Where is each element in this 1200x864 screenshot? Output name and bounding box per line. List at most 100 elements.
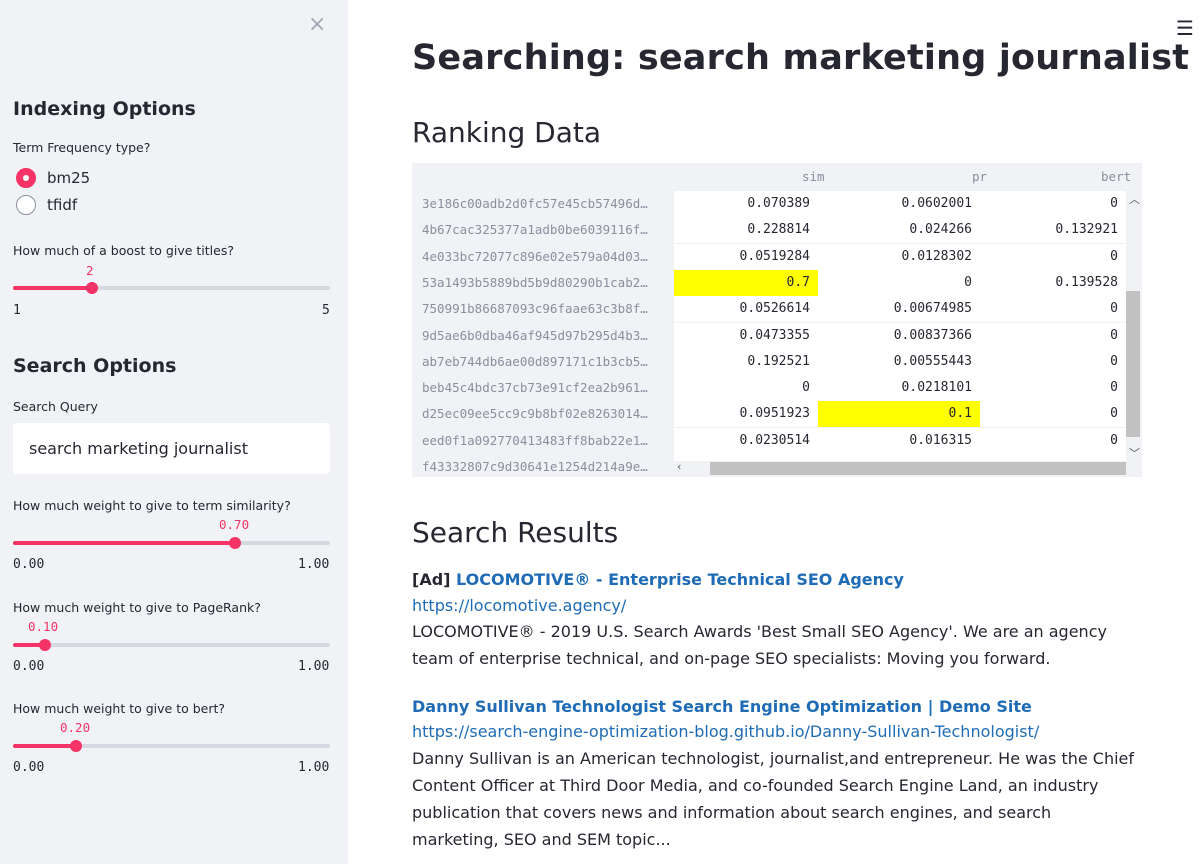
cell-bert[interactable]: 0	[1110, 353, 1118, 369]
sim-slider-fill	[13, 541, 235, 545]
cell-pr[interactable]: 0.1	[818, 401, 980, 428]
cell-sim[interactable]: 0.0526614	[739, 301, 810, 317]
pr-weight-slider[interactable]	[13, 639, 330, 651]
result-title-link[interactable]: Danny Sullivan Technologist Search Engin…	[412, 697, 1032, 716]
result-title[interactable]: [Ad] LOCOMOTIVE® - Enterprise Technical …	[412, 570, 904, 589]
cell-sim[interactable]: 0.7	[674, 269, 818, 296]
row-values: 0.0230514 0.016315 0	[674, 427, 1126, 454]
table-row: 9d5ae6b0dba46af945d97b295d4b3… 0.0473355 0…	[412, 322, 1142, 349]
cell-sim[interactable]: 0.070389	[747, 196, 810, 211]
row-index: eed0f1a092770413483ff8bab22e1…	[422, 432, 648, 448]
row-values: 0.0473355 0.00837366 0	[674, 322, 1126, 349]
bert-min: 0.00	[13, 760, 45, 775]
radio-tfidf[interactable]: tfidf	[16, 195, 77, 215]
close-sidebar-icon[interactable]: ×	[308, 12, 327, 37]
cell-sim[interactable]: 0.0230514	[739, 432, 810, 448]
pr-weight-value: 0.10	[28, 619, 59, 634]
table-row: d25ec09ee5cc9c9b8bf02e8263014… 0.0951923 0…	[412, 401, 1142, 428]
table-row: ab7eb744db6ae00d897171c1b3cb5… 0.192521 0.…	[412, 348, 1142, 375]
result-title-link[interactable]: LOCOMOTIVE® - Enterprise Technical SEO A…	[456, 570, 904, 589]
column-header-pr[interactable]: pr	[972, 169, 988, 184]
table-row: beb45c4bdc37cb73e91cf2ea2b961… 0 0.0218101…	[412, 375, 1142, 402]
scroll-left-icon[interactable]: ‹	[677, 460, 682, 473]
sim-weight-slider[interactable]	[13, 537, 330, 549]
cell-sim[interactable]: 0.192521	[747, 353, 810, 369]
boost-slider[interactable]	[13, 282, 330, 294]
result-url[interactable]: https://search-engine-optimization-blog.…	[412, 722, 1040, 741]
cell-pr[interactable]: 0.00674985	[893, 301, 972, 317]
table-row: 4b67cac325377a1adb0be6039116f… 0.228814 0.…	[412, 217, 1142, 244]
cell-bert[interactable]: 0	[1110, 380, 1118, 396]
cell-pr[interactable]: 0.0128302	[901, 248, 972, 264]
ad-badge: [Ad]	[412, 570, 451, 589]
radio-unselected-icon	[16, 195, 36, 215]
cell-sim[interactable]: 0.0951923	[739, 406, 810, 422]
column-header-bert[interactable]: bert	[1101, 169, 1132, 184]
result-url[interactable]: https://locomotive.agency/	[412, 596, 627, 615]
cell-bert[interactable]: 0	[1110, 301, 1118, 317]
cell-sim[interactable]: 0.0473355	[739, 327, 810, 343]
row-values: 0.228814 0.024266 0.132921	[674, 217, 1126, 244]
row-index: 53a1493b5889bd5b9d80290b1cab2…	[422, 274, 648, 290]
sim-slider-thumb[interactable]	[228, 537, 241, 549]
row-values: 0.192521 0.00555443 0	[674, 348, 1126, 375]
cell-bert[interactable]: 0.139528	[1055, 274, 1118, 290]
pr-weight-label: How much weight to give to PageRank?	[13, 600, 261, 615]
table-row: 53a1493b5889bd5b9d80290b1cab2… 0.7 0 0.1395…	[412, 269, 1142, 296]
cell-bert[interactable]: 0	[1110, 248, 1118, 264]
scroll-up-icon[interactable]: ︿	[1129, 193, 1140, 206]
row-values: 0.0526614 0.00674985 0	[674, 296, 1126, 323]
search-options-heading: Search Options	[13, 355, 177, 377]
indexing-options-heading: Indexing Options	[13, 98, 196, 120]
pr-min: 0.00	[13, 659, 45, 674]
cell-pr[interactable]: 0	[964, 274, 972, 290]
cell-bert[interactable]: 0	[1110, 406, 1118, 422]
cell-sim[interactable]: 0	[802, 380, 810, 396]
ranking-data-heading: Ranking Data	[412, 116, 602, 149]
result-title[interactable]: Danny Sullivan Technologist Search Engin…	[412, 697, 1032, 716]
cell-bert[interactable]: 0	[1110, 327, 1118, 343]
bert-slider-fill	[13, 744, 77, 748]
bert-slider-thumb[interactable]	[70, 740, 83, 752]
cell-sim[interactable]: 0.228814	[747, 222, 810, 238]
row-index: beb45c4bdc37cb73e91cf2ea2b961…	[422, 380, 648, 396]
horizontal-scroll-thumb[interactable]	[710, 462, 1126, 475]
bert-weight-label: How much weight to give to bert?	[13, 701, 226, 716]
radio-bm25[interactable]: bm25	[16, 168, 90, 188]
row-values: 0.070389 0.0602001 0	[674, 191, 1126, 217]
hamburger-menu-icon[interactable]: ☰	[1176, 16, 1194, 40]
cell-bert[interactable]: 0	[1110, 196, 1118, 211]
row-index: ab7eb744db6ae00d897171c1b3cb5…	[422, 353, 648, 369]
result-description: Danny Sullivan is an American technologi…	[412, 749, 1135, 849]
cell-pr[interactable]: 0.00837366	[893, 327, 972, 343]
boost-slider-thumb[interactable]	[86, 282, 99, 294]
bert-weight-value: 0.20	[60, 720, 91, 735]
scroll-down-icon[interactable]: ﹀	[1129, 447, 1140, 460]
cell-pr[interactable]: 0.016315	[909, 432, 972, 448]
cell-pr[interactable]: 0.00555443	[893, 353, 972, 369]
ranking-data-table[interactable]: sim pr bert 3e186c00adb2d0fc57e45cb57496…	[412, 163, 1142, 477]
search-query-input[interactable]: search marketing journalist	[13, 423, 330, 474]
cell-bert[interactable]: 0.132921	[1055, 222, 1118, 238]
cell-bert[interactable]: 0	[1110, 432, 1118, 448]
boost-min: 1	[13, 303, 21, 318]
cell-pr[interactable]: 0.024266	[909, 222, 972, 238]
column-header-sim[interactable]: sim	[802, 169, 825, 184]
sim-min: 0.00	[13, 557, 45, 572]
pr-max: 1.00	[298, 659, 330, 674]
cell-pr[interactable]: 0.0218101	[901, 380, 972, 396]
table-row: 3e186c00adb2d0fc57e45cb57496d… 0.070389 0.…	[412, 191, 1142, 217]
cell-sim[interactable]: 0.0519284	[739, 248, 810, 264]
search-results-heading: Search Results	[412, 516, 619, 549]
row-values: 0.0519284 0.0128302 0	[674, 243, 1126, 270]
vertical-scroll-thumb[interactable]	[1126, 291, 1140, 437]
row-values: 0.0951923 0.1 0	[674, 401, 1126, 428]
tf-type-label: Term Frequency type?	[13, 140, 151, 155]
boost-slider-fill	[13, 286, 93, 290]
sim-max: 1.00	[298, 557, 330, 572]
bert-weight-slider[interactable]	[13, 740, 330, 752]
radio-bm25-label: bm25	[47, 169, 91, 187]
pr-slider-thumb[interactable]	[38, 639, 51, 651]
cell-pr[interactable]: 0.0602001	[901, 196, 972, 211]
row-values: 0 0.0218101 0	[674, 375, 1126, 402]
